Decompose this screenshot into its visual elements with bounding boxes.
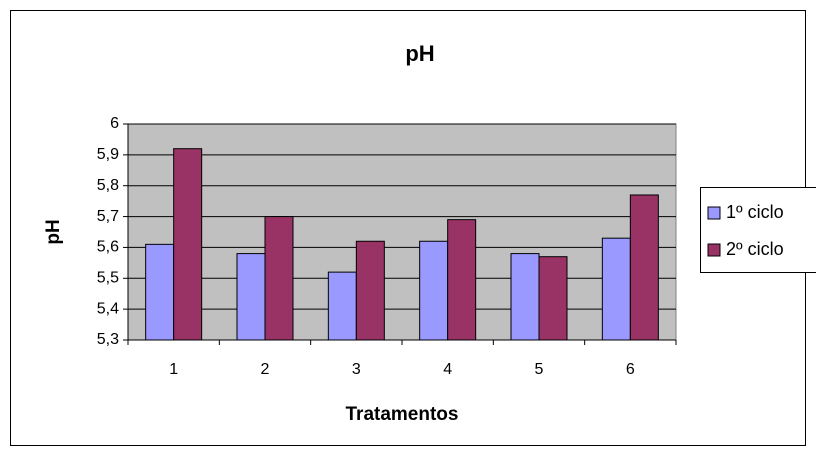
x-tick-label: 6 bbox=[626, 361, 635, 378]
chart-title: pH bbox=[405, 41, 434, 66]
bar bbox=[601, 237, 631, 341]
plot-area bbox=[127, 123, 677, 341]
y-tick-label: 5,6 bbox=[97, 239, 119, 256]
y-tick-label: 5,3 bbox=[97, 331, 119, 348]
bar bbox=[355, 240, 385, 341]
bar bbox=[236, 253, 266, 341]
bar bbox=[327, 271, 357, 341]
x-tick-label: 4 bbox=[443, 361, 452, 378]
y-tick-label: 5,5 bbox=[97, 270, 119, 287]
y-tick-label: 5,8 bbox=[97, 177, 119, 194]
y-tick-label: 5,7 bbox=[97, 208, 119, 225]
legend-label: 2º ciclo bbox=[726, 239, 784, 259]
bar bbox=[264, 216, 294, 341]
bar bbox=[538, 256, 568, 341]
x-axis-title: Tratamentos bbox=[346, 404, 459, 425]
bar bbox=[173, 148, 203, 341]
legend-swatch bbox=[707, 206, 721, 220]
x-tick-label: 2 bbox=[261, 361, 270, 378]
bar bbox=[447, 219, 477, 341]
x-tick-label: 5 bbox=[535, 361, 544, 378]
y-tick-label: 5,9 bbox=[97, 146, 119, 163]
y-tick-label: 6 bbox=[110, 115, 119, 132]
x-tick-label: 1 bbox=[169, 361, 178, 378]
legend-label: 1º ciclo bbox=[726, 202, 784, 222]
legend-swatch bbox=[707, 243, 721, 257]
bar bbox=[145, 243, 175, 341]
bar bbox=[510, 253, 540, 341]
x-tick-label: 3 bbox=[352, 361, 361, 378]
legend-box bbox=[700, 187, 816, 273]
bar bbox=[629, 194, 659, 341]
y-axis-title: pH bbox=[43, 219, 64, 244]
y-tick-label: 5,4 bbox=[97, 300, 119, 317]
bar bbox=[419, 240, 449, 341]
